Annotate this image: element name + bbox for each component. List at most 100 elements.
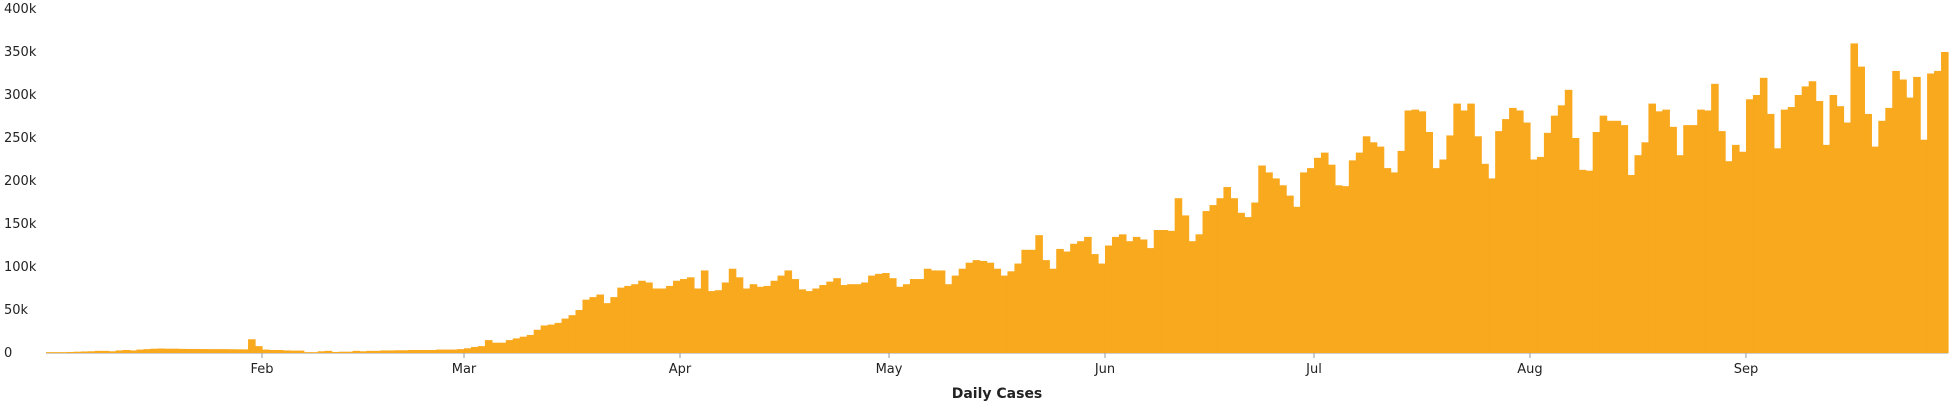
bar — [387, 350, 395, 353]
bar — [680, 279, 688, 353]
bar — [1132, 236, 1141, 353]
bar — [1571, 138, 1580, 353]
bar — [1592, 131, 1601, 353]
bar — [192, 348, 200, 353]
bar — [1794, 95, 1803, 353]
bar — [798, 289, 807, 353]
bar — [1035, 235, 1043, 353]
bar — [171, 348, 179, 353]
bar — [157, 348, 166, 353]
bar — [1766, 113, 1775, 353]
bar — [791, 279, 800, 353]
bar — [1251, 202, 1259, 353]
bar — [206, 349, 214, 353]
bar — [1704, 110, 1712, 353]
bar — [1118, 234, 1127, 353]
bar — [275, 349, 284, 353]
x-tick-label: Jul — [1305, 362, 1322, 377]
bar — [303, 352, 312, 353]
bar — [958, 268, 967, 353]
bar — [1070, 243, 1078, 353]
bar — [1063, 251, 1071, 353]
bar — [742, 288, 751, 353]
bar — [1077, 241, 1085, 353]
bar — [1474, 136, 1482, 353]
bar — [1934, 70, 1942, 354]
bar — [429, 349, 437, 353]
bar — [1362, 136, 1371, 353]
bar — [1836, 106, 1845, 354]
bar — [1432, 168, 1441, 353]
bar — [331, 351, 340, 353]
bar — [1460, 110, 1468, 353]
bar — [185, 348, 193, 353]
bar — [519, 336, 528, 353]
bar — [1759, 77, 1768, 354]
bar — [1167, 230, 1176, 353]
bar — [464, 348, 472, 353]
bar — [909, 279, 918, 353]
bar — [596, 294, 604, 353]
bar — [1627, 174, 1636, 353]
bar — [338, 351, 347, 353]
bar — [770, 280, 779, 353]
bar — [526, 334, 535, 353]
bar — [1606, 120, 1615, 353]
bar — [652, 288, 660, 353]
bar — [136, 349, 145, 353]
y-tick-label: 150k — [4, 217, 37, 232]
bar — [1188, 241, 1197, 353]
bar — [610, 297, 618, 353]
bar — [861, 282, 869, 353]
bar — [261, 349, 270, 353]
bar — [1822, 144, 1831, 353]
bar — [965, 262, 974, 353]
bar — [1411, 109, 1420, 354]
bar — [1529, 159, 1538, 353]
bar — [631, 284, 639, 353]
bar — [1941, 52, 1949, 353]
bar — [1091, 254, 1099, 353]
bar — [1829, 95, 1838, 353]
bar — [547, 324, 556, 353]
bar — [540, 325, 549, 353]
bar — [512, 338, 521, 353]
bar — [1725, 161, 1733, 353]
bar — [533, 329, 542, 353]
bar — [624, 285, 632, 353]
bar — [1146, 248, 1155, 353]
bar — [1348, 160, 1357, 353]
bar — [561, 318, 570, 353]
bar — [714, 290, 723, 353]
bar — [889, 278, 897, 353]
bar — [1181, 215, 1190, 353]
bar — [1857, 66, 1865, 354]
x-tick-label: Feb — [250, 362, 273, 377]
y-tick-label: 0 — [4, 346, 12, 361]
bar — [659, 288, 667, 353]
bar — [1265, 172, 1273, 353]
bar — [777, 275, 786, 353]
bar — [666, 285, 674, 353]
bar — [944, 284, 953, 353]
bar — [930, 270, 939, 353]
bar — [415, 349, 423, 353]
bar — [122, 349, 131, 353]
x-axis: Feb Mar Apr May Jun Jul Aug Sep — [250, 353, 1758, 377]
bar — [700, 270, 709, 353]
bar — [1307, 168, 1315, 353]
x-axis-title: Daily Cases — [952, 386, 1043, 402]
bar — [728, 268, 737, 353]
bar — [143, 349, 152, 353]
bar — [227, 349, 235, 353]
bar — [1000, 275, 1009, 353]
bar — [1578, 169, 1587, 353]
bar — [1425, 131, 1434, 353]
bar — [735, 277, 744, 353]
bar — [101, 350, 110, 353]
bar — [1808, 81, 1817, 354]
bar — [812, 288, 820, 353]
bar — [1488, 178, 1496, 353]
bar — [1697, 109, 1705, 354]
bar — [317, 351, 326, 353]
